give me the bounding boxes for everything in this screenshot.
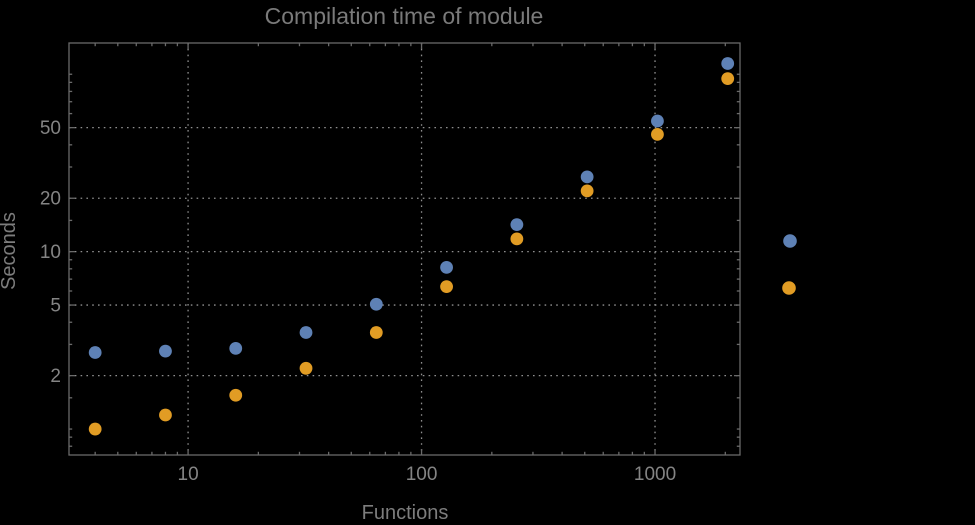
series-1-blue-point xyxy=(651,114,664,128)
x-axis-label: Functions xyxy=(362,502,449,524)
data-points-layer xyxy=(88,57,735,436)
y-tick-label: 5 xyxy=(50,296,61,317)
plot-frame xyxy=(68,42,741,456)
legend xyxy=(782,234,797,295)
series-1-blue-point xyxy=(88,346,102,359)
y-tick-label: 10 xyxy=(40,242,61,263)
x-tick-label: 1000 xyxy=(634,464,676,485)
x-tick-label: 100 xyxy=(406,464,438,485)
x-tick-label: 10 xyxy=(178,464,199,485)
ticks-layer xyxy=(69,43,740,455)
series-2-orange-point xyxy=(369,326,383,339)
legend-marker-series-2 xyxy=(782,281,796,295)
y-tick-label: 20 xyxy=(40,189,61,210)
series-2-orange-point xyxy=(510,232,524,246)
series-1-blue-point xyxy=(299,326,313,339)
series-2-orange-point xyxy=(299,361,313,375)
series-2-orange-point xyxy=(88,422,102,436)
series-1-blue-point xyxy=(510,218,524,232)
y-axis-label: Seconds xyxy=(0,212,20,290)
y-tick-label: 50 xyxy=(40,118,61,139)
series-2-orange-point xyxy=(159,408,172,422)
chart-title: Compilation time of module xyxy=(265,3,544,29)
series-2-orange-point xyxy=(721,72,735,85)
series-2-orange-point xyxy=(580,184,594,198)
gridlines-layer xyxy=(69,43,740,455)
series-1-blue-point xyxy=(369,297,383,311)
legend-marker-series-1 xyxy=(783,234,797,248)
series-2-orange-point xyxy=(651,128,664,141)
series-1-blue-point xyxy=(159,344,172,358)
series-2-orange-point xyxy=(440,280,453,294)
series-1-blue-point xyxy=(721,57,735,70)
tick-labels-layer: 10 100 1000 2 5 10 20 50 xyxy=(40,118,676,485)
series-1-blue-point xyxy=(229,341,243,355)
series-1-blue-point xyxy=(580,170,594,184)
y-tick-label: 2 xyxy=(50,366,61,387)
frame-layer xyxy=(68,42,741,456)
series-2-orange-point xyxy=(229,388,243,402)
series-1-blue-point xyxy=(440,261,453,274)
